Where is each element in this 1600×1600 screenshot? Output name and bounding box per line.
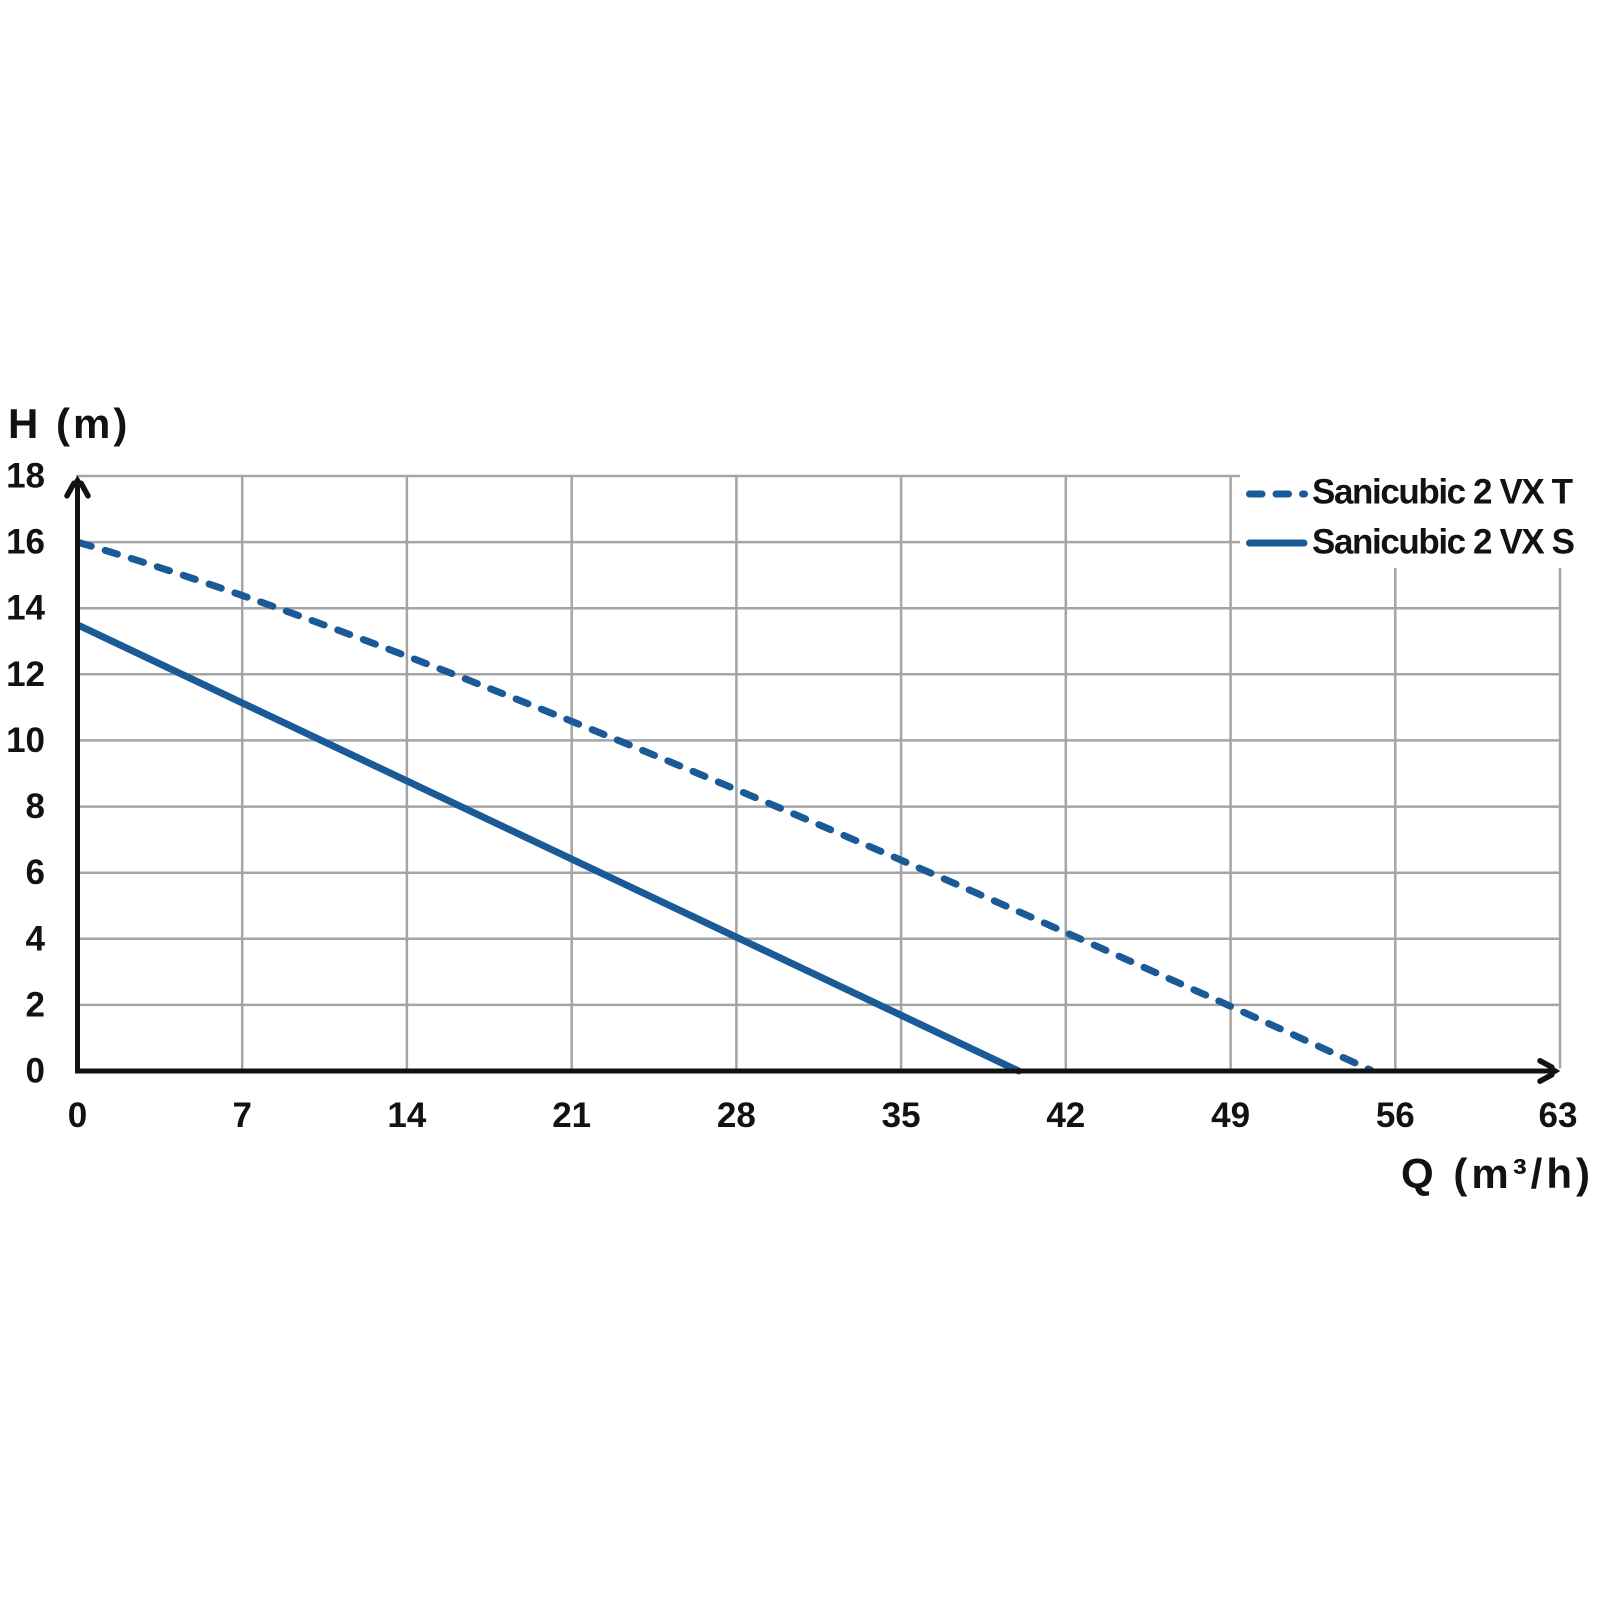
svg-text:28: 28 bbox=[717, 1096, 756, 1135]
svg-text:2: 2 bbox=[26, 985, 45, 1024]
svg-text:7: 7 bbox=[232, 1096, 251, 1135]
svg-text:12: 12 bbox=[6, 655, 45, 694]
svg-text:8: 8 bbox=[26, 787, 45, 826]
svg-text:10: 10 bbox=[6, 721, 45, 760]
svg-text:4: 4 bbox=[26, 919, 46, 958]
svg-text:21: 21 bbox=[552, 1096, 591, 1135]
svg-text:56: 56 bbox=[1376, 1096, 1415, 1135]
svg-text:6: 6 bbox=[26, 853, 45, 892]
svg-text:14: 14 bbox=[387, 1096, 426, 1135]
svg-text:H (m): H (m) bbox=[8, 400, 130, 447]
svg-text:18: 18 bbox=[6, 457, 45, 496]
svg-text:16: 16 bbox=[6, 523, 45, 562]
svg-text:35: 35 bbox=[882, 1096, 921, 1135]
svg-text:63: 63 bbox=[1539, 1096, 1578, 1135]
svg-text:0: 0 bbox=[68, 1096, 87, 1135]
svg-text:14: 14 bbox=[6, 589, 45, 628]
svg-text:Q (m³/h): Q (m³/h) bbox=[1401, 1150, 1594, 1197]
svg-text:Sanicubic 2 VX S: Sanicubic 2 VX S bbox=[1312, 523, 1574, 562]
svg-text:0: 0 bbox=[26, 1052, 45, 1091]
svg-text:Sanicubic 2 VX T: Sanicubic 2 VX T bbox=[1312, 473, 1573, 512]
svg-text:49: 49 bbox=[1211, 1096, 1250, 1135]
svg-text:42: 42 bbox=[1046, 1096, 1085, 1135]
